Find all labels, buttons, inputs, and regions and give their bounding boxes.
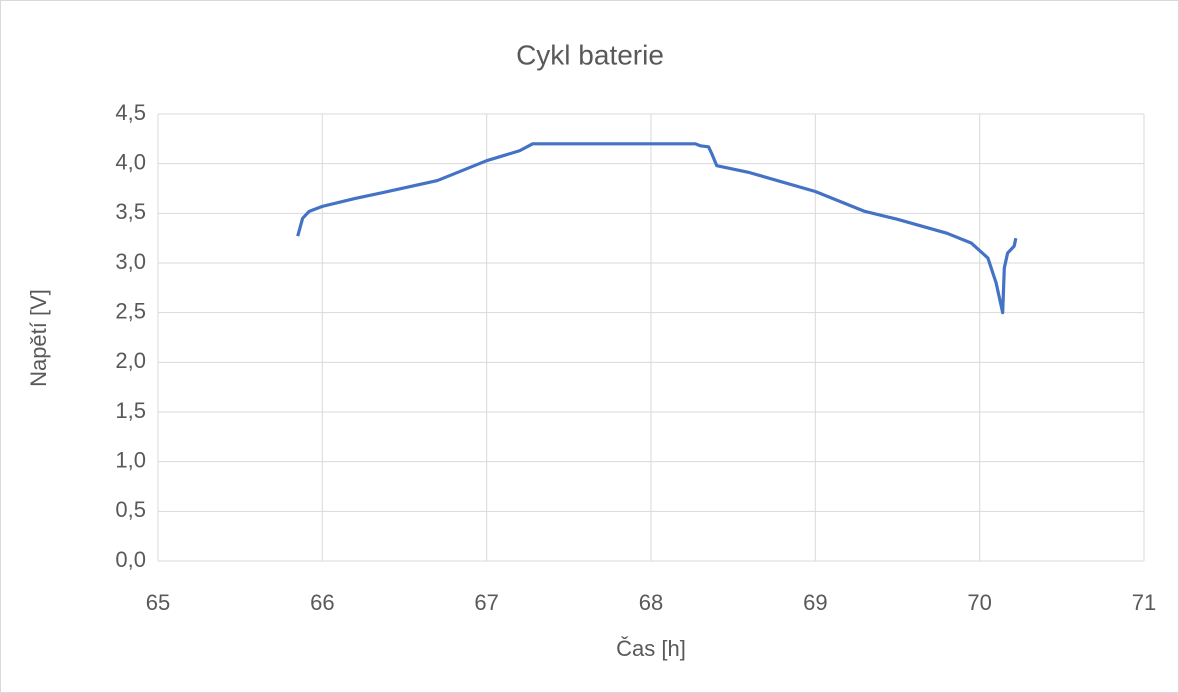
y-tick-label: 3,5 — [115, 199, 146, 224]
y-tick-label: 1,0 — [115, 447, 146, 472]
y-tick-label: 4,0 — [115, 149, 146, 174]
x-axis-label: Čas [h] — [616, 636, 686, 661]
x-tick-label: 69 — [803, 590, 827, 615]
y-tick-label: 4,5 — [115, 100, 146, 125]
x-tick-label: 68 — [639, 590, 663, 615]
y-tick-label: 1,5 — [115, 398, 146, 423]
chart-title: Cykl baterie — [516, 39, 664, 70]
x-tick-label: 70 — [967, 590, 991, 615]
x-tick-label: 71 — [1132, 590, 1156, 615]
x-tick-label: 65 — [146, 590, 170, 615]
y-axis-label: Napětí [V] — [26, 289, 51, 387]
y-tick-label: 3,0 — [115, 249, 146, 274]
y-tick-label: 0,5 — [115, 497, 146, 522]
x-tick-label: 66 — [310, 590, 334, 615]
y-tick-label: 2,5 — [115, 298, 146, 323]
y-tick-label: 0,0 — [115, 547, 146, 572]
y-tick-label: 2,0 — [115, 348, 146, 373]
data-line — [296, 142, 1018, 315]
x-tick-label: 67 — [474, 590, 498, 615]
